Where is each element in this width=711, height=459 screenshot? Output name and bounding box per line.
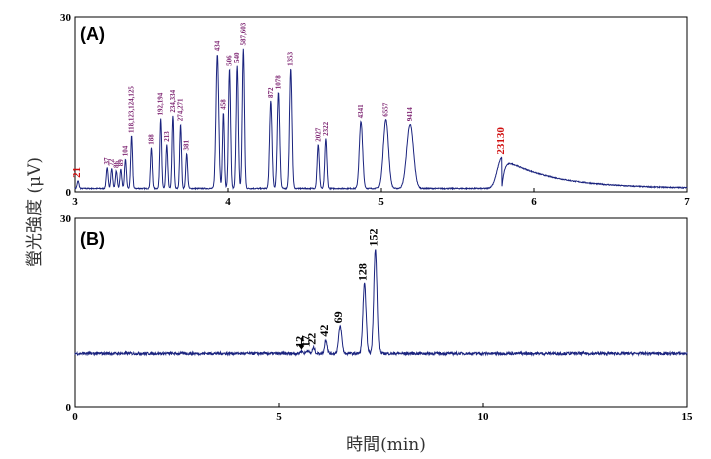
peak-label: 1078 — [275, 75, 283, 90]
peak-label: 6557 — [382, 102, 390, 117]
y-tick-label: 30 — [60, 12, 72, 24]
signal-trace — [74, 48, 688, 191]
x-tick-label: 5 — [276, 411, 282, 423]
peak-label: 69 — [331, 311, 345, 323]
y-tick-label: 0 — [66, 187, 72, 199]
peak-label: 213 — [163, 131, 171, 142]
peak-label: 86 — [112, 161, 120, 169]
peak-label: 2027 — [314, 127, 322, 142]
peak-label: 104 — [122, 145, 130, 156]
peak-label: 23130 — [495, 127, 507, 155]
signal-trace — [74, 249, 688, 357]
x-tick-label: 10 — [478, 411, 490, 423]
panel-a-label: (A) — [80, 24, 105, 44]
peak-label: 42 — [317, 325, 331, 337]
peak-label: 12 — [292, 336, 306, 348]
peak-label: 2322 — [322, 121, 330, 136]
y-tick-label: 30 — [60, 213, 72, 225]
peak-label: 587,603 — [239, 22, 247, 45]
peak-arrow-head — [298, 345, 305, 350]
peak-label: 128 — [356, 263, 370, 281]
x-tick-label: 3 — [72, 196, 78, 208]
peak-label: 118,123,124,125 — [128, 86, 136, 133]
peak-label: 22 — [305, 333, 319, 345]
x-tick-label: 7 — [684, 196, 690, 208]
x-tick-label: 0 — [72, 411, 78, 423]
y-axis-label: 螢光強度 (μV) — [25, 157, 45, 267]
x-tick-label: 5 — [378, 196, 384, 208]
peak-label: 152 — [367, 229, 381, 247]
peak-label: 37 — [103, 157, 111, 165]
peak-label: 434 — [213, 40, 221, 51]
peak-label: 4341 — [357, 104, 365, 119]
x-tick-label: 15 — [682, 411, 694, 423]
peak-label: 89 — [117, 159, 125, 167]
peak-label: 21 — [71, 167, 83, 178]
peak-label: 540 — [233, 52, 241, 63]
peak-label: 234,334 — [169, 89, 177, 112]
y-tick-label: 0 — [66, 402, 72, 414]
panel-b-label: (B) — [80, 229, 105, 249]
peak-label: 9414 — [406, 107, 414, 122]
peak-label: 1353 — [287, 51, 295, 66]
x-tick-label: 4 — [225, 196, 231, 208]
peak-label: 17 — [299, 335, 313, 347]
peak-label: 458 — [219, 99, 227, 110]
peak-label: 381 — [183, 140, 191, 151]
peak-label: 72 — [108, 158, 116, 166]
x-axis-label: 時間(min) — [346, 435, 426, 455]
peak-label: 188 — [148, 134, 156, 145]
peak-label: 192,194 — [157, 92, 165, 115]
x-tick-label: 6 — [531, 196, 537, 208]
peak-label: 274,271 — [177, 98, 185, 121]
peak-label: 872 — [267, 87, 275, 98]
panel-b-frame — [74, 217, 688, 408]
peak-label: 506 — [226, 55, 234, 66]
